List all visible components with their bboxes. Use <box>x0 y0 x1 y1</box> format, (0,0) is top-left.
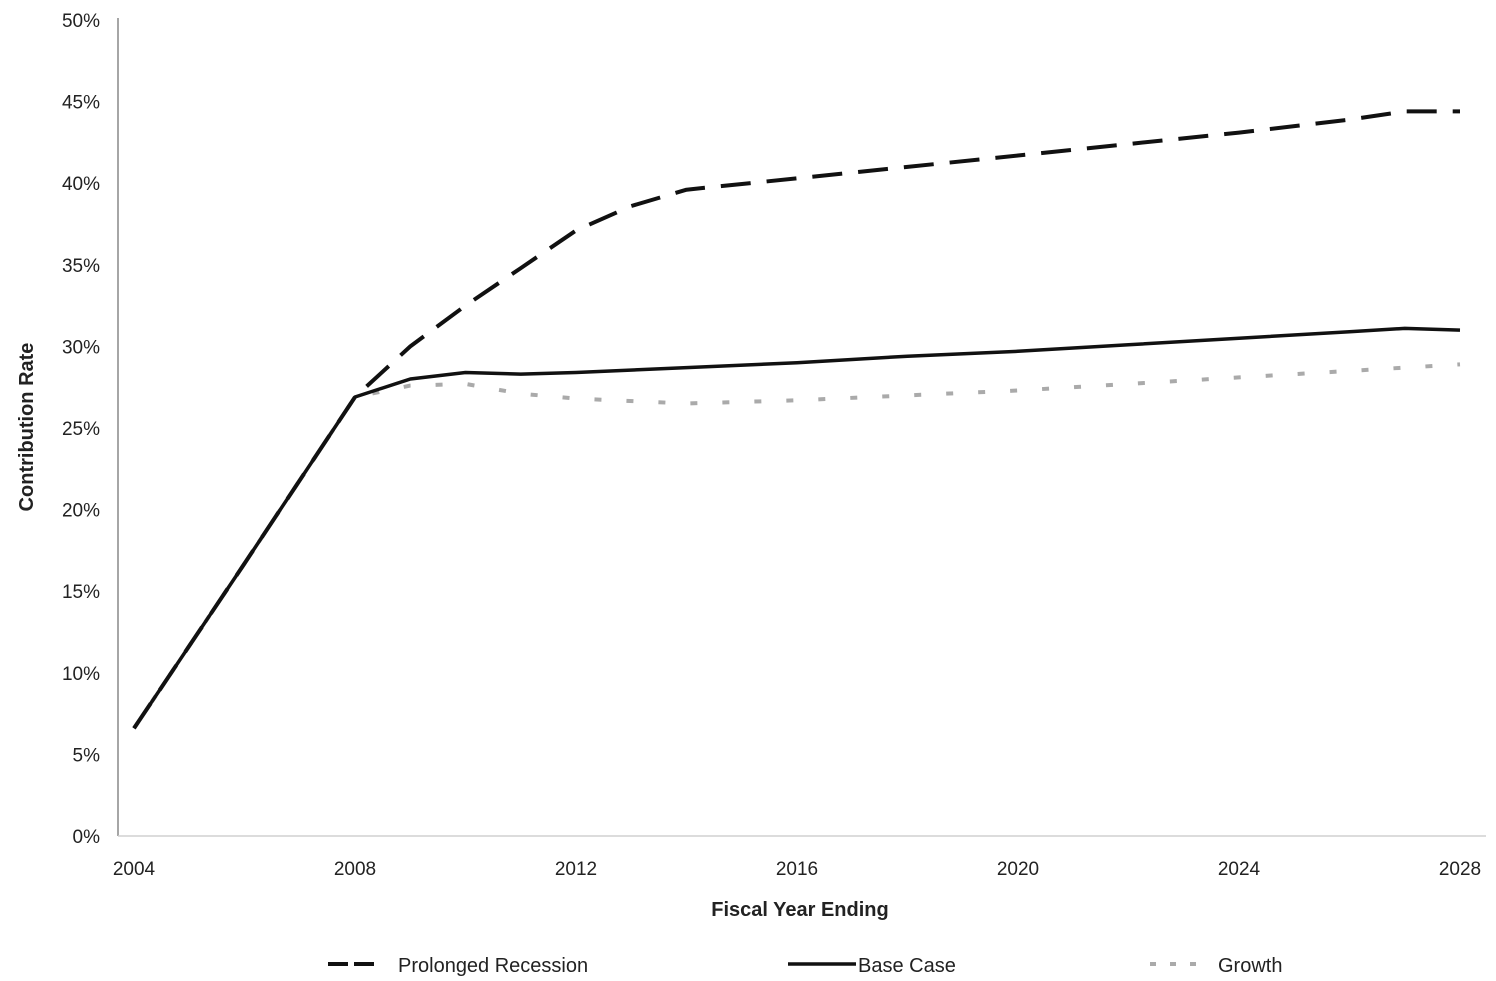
y-tick-label: 15% <box>62 582 100 603</box>
legend-label: Base Case <box>858 955 956 977</box>
series-line-prolonged-recession <box>132 109 1460 730</box>
series-line-growth <box>132 362 1461 730</box>
y-tick-label: 10% <box>62 664 100 685</box>
x-tick-labels: 2004 2008 2012 2016 2020 2024 2028 <box>113 859 1481 880</box>
x-tick-label: 2004 <box>113 859 156 880</box>
y-tick-label: 20% <box>62 501 100 522</box>
x-tick-label: 2028 <box>1439 859 1481 880</box>
y-tick-label: 5% <box>73 745 101 766</box>
x-tick-label: 2016 <box>776 859 818 880</box>
legend-label: Growth <box>1218 955 1282 977</box>
y-tick-label: 40% <box>62 174 100 195</box>
y-tick-label: 30% <box>62 337 100 358</box>
y-tick-label: 25% <box>62 419 100 440</box>
y-tick-labels: 0% 5% 10% 15% 20% 25% 30% 35% 40% 45% 50% <box>62 11 100 848</box>
y-tick-label: 45% <box>62 93 100 114</box>
series-lines <box>132 109 1461 730</box>
y-tick-label: 50% <box>62 11 100 32</box>
y-tick-label: 35% <box>62 256 100 277</box>
x-tick-label: 2020 <box>997 859 1039 880</box>
legend: Prolonged Recession Base Case Growth <box>328 955 1282 977</box>
x-tick-label: 2024 <box>1218 859 1261 880</box>
x-tick-label: 2008 <box>334 859 376 880</box>
y-tick-label: 0% <box>73 827 101 848</box>
y-axis-title: Contribution Rate <box>16 343 38 512</box>
legend-label: Prolonged Recession <box>398 955 588 977</box>
series-line-base-case <box>132 326 1461 730</box>
x-tick-label: 2012 <box>555 859 597 880</box>
x-axis-title: Fiscal Year Ending <box>711 899 888 921</box>
